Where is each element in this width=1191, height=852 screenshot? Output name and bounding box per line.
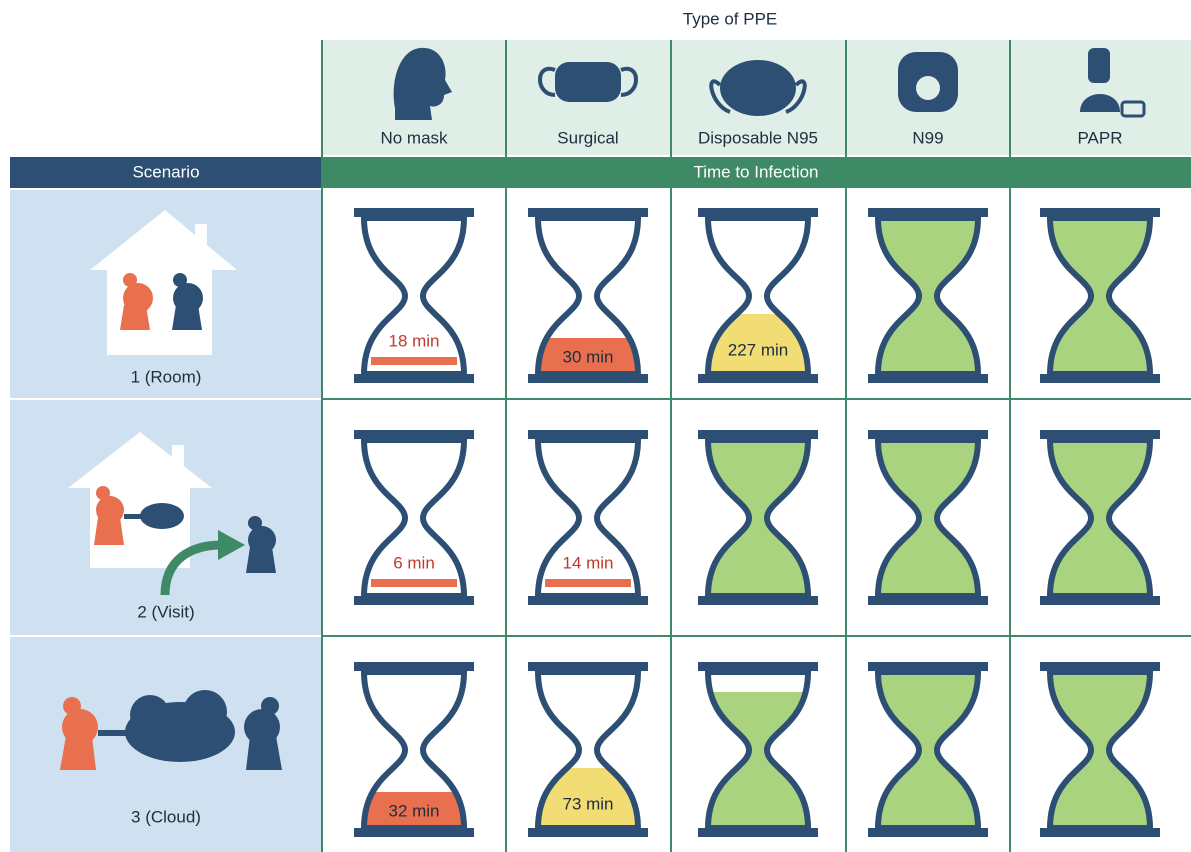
- time-label: 18 min: [388, 331, 439, 350]
- column-header: Surgical: [557, 128, 618, 147]
- column-header: Disposable N95: [698, 128, 818, 147]
- hourglass: 30 min: [528, 208, 648, 383]
- ppe-title: Type of PPE: [683, 9, 778, 28]
- hourglass: [1040, 662, 1160, 837]
- scenario-label: 1 (Room): [131, 367, 202, 386]
- column-headers: No mask Surgical Disposable N95 N99 PAPR: [380, 128, 1122, 147]
- hourglass: [1040, 208, 1160, 383]
- time-label: 73 min: [562, 794, 613, 813]
- hourglass: [868, 430, 988, 605]
- scenario-2-icon: [68, 432, 276, 596]
- scenario-1-icon: [90, 210, 237, 355]
- grid: [321, 40, 1191, 852]
- scenario-header: Scenario: [132, 162, 199, 181]
- time-bar: [322, 157, 1191, 188]
- hourglass: [698, 662, 818, 837]
- hourglass: 6 min: [354, 430, 474, 605]
- time-label: 6 min: [393, 553, 435, 572]
- time-label: 227 min: [728, 340, 788, 359]
- time-header: Time to Infection: [693, 162, 818, 181]
- hourglass: 73 min: [528, 662, 648, 837]
- column-header: PAPR: [1077, 128, 1122, 147]
- hourglass: [698, 430, 818, 605]
- hourglass: [1040, 430, 1160, 605]
- time-label: 32 min: [388, 801, 439, 820]
- column-header: No mask: [380, 128, 448, 147]
- ppe-icons: [393, 47, 1146, 120]
- time-label: 14 min: [562, 553, 613, 572]
- scenario-3-icon: [60, 690, 282, 770]
- scenario-label: 2 (Visit): [137, 602, 194, 621]
- hourglass: [868, 208, 988, 383]
- scenario-label: 3 (Cloud): [131, 807, 201, 826]
- scenario-bar: [10, 157, 322, 188]
- hourglass: 227 min: [698, 208, 818, 383]
- hourglass: [868, 662, 988, 837]
- hourglass: 18 min: [354, 208, 474, 383]
- hourglass: 14 min: [528, 430, 648, 605]
- hourglass: 32 min: [354, 662, 474, 837]
- column-header: N99: [912, 128, 943, 147]
- time-label: 30 min: [562, 347, 613, 366]
